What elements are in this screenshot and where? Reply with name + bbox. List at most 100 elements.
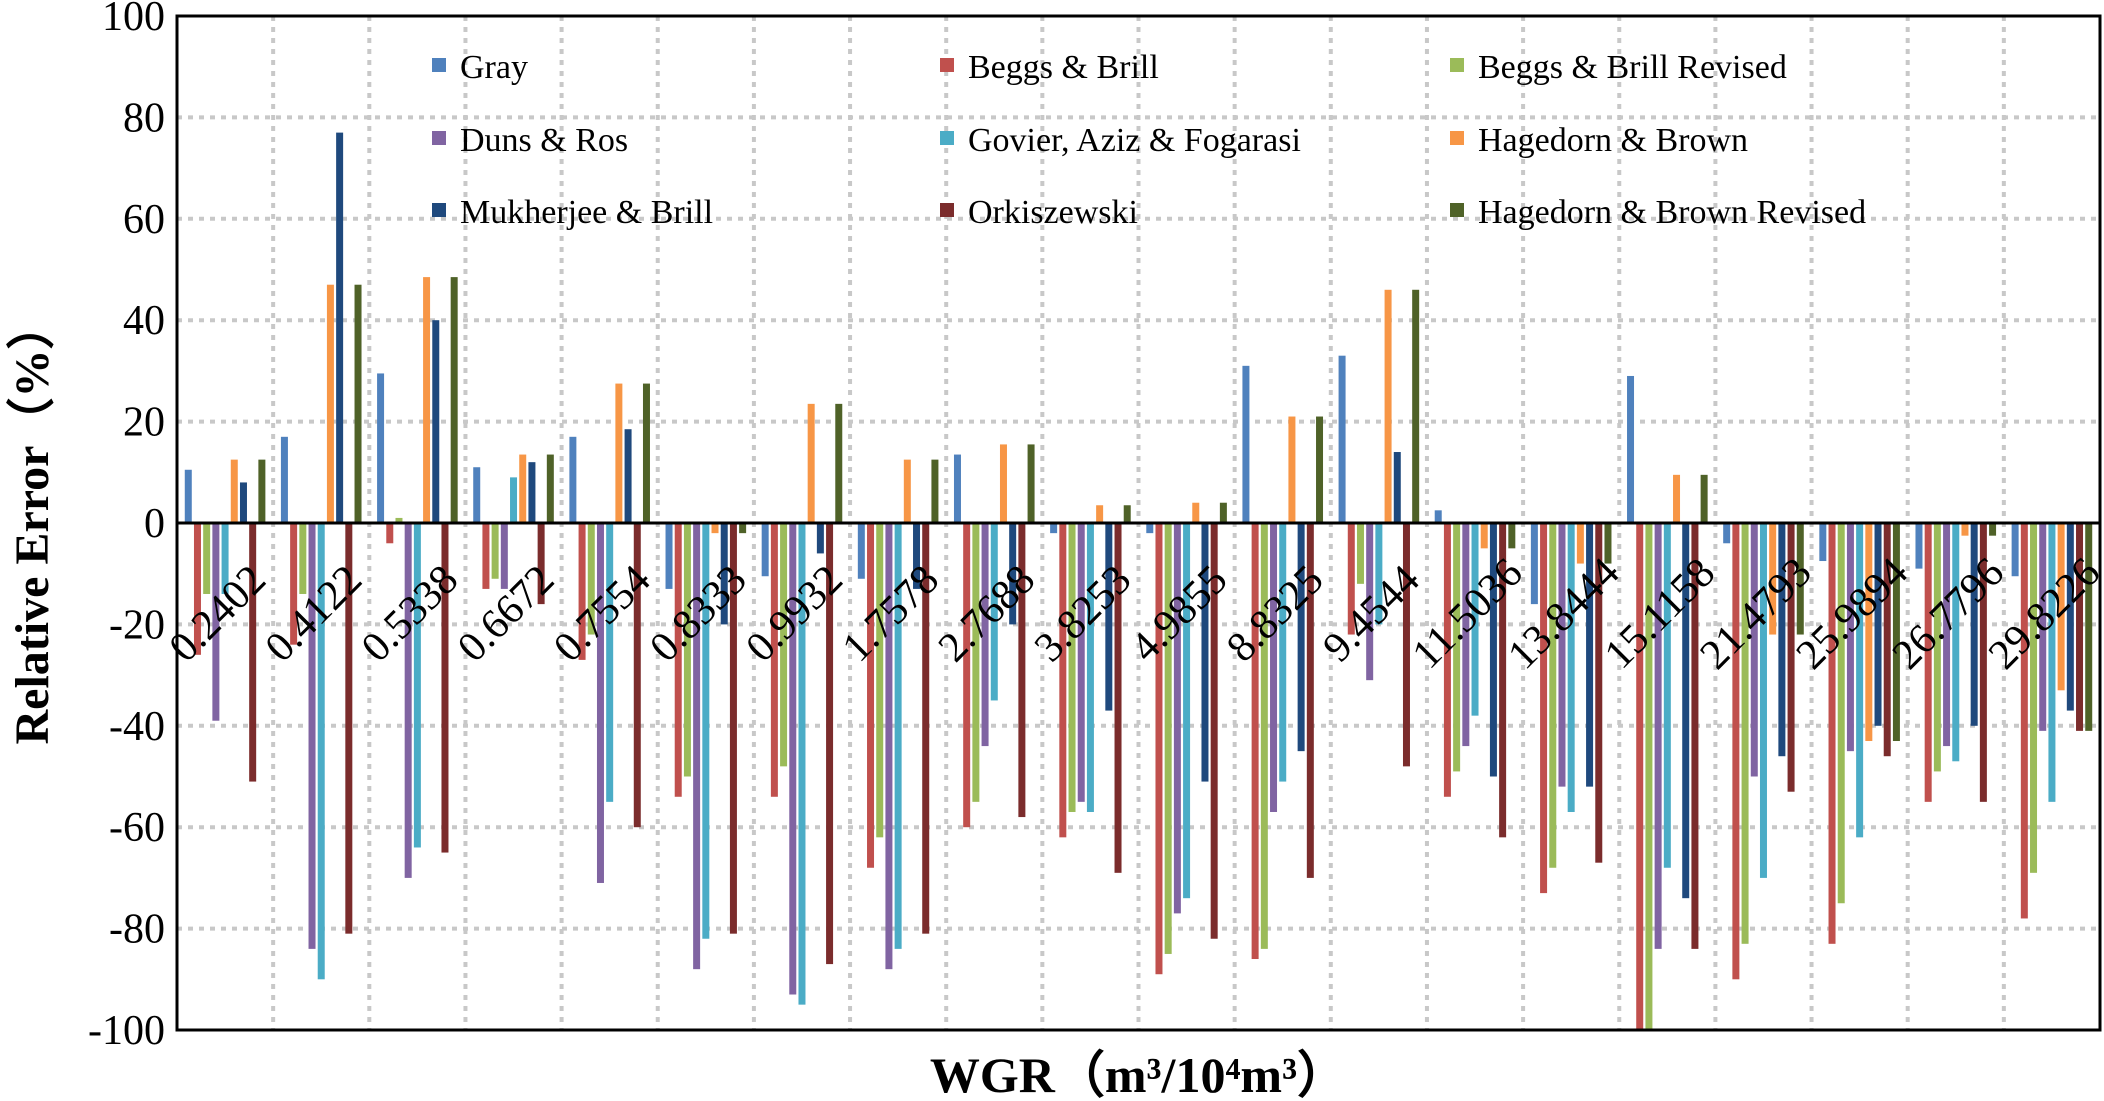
bar bbox=[1961, 523, 1969, 536]
bar bbox=[1059, 523, 1067, 838]
bar bbox=[1874, 523, 1882, 726]
bar bbox=[1915, 523, 1923, 569]
bar bbox=[1549, 523, 1557, 868]
bar bbox=[326, 284, 334, 523]
bar bbox=[615, 383, 623, 523]
bar bbox=[596, 523, 604, 883]
bar bbox=[624, 429, 632, 523]
bar bbox=[1645, 523, 1653, 1030]
bar bbox=[1970, 523, 1978, 726]
bar bbox=[1306, 523, 1314, 878]
legend-swatch bbox=[432, 58, 446, 72]
bar bbox=[807, 403, 815, 523]
bar bbox=[1595, 523, 1603, 863]
legend-label: Gray bbox=[460, 49, 528, 86]
bar bbox=[642, 383, 650, 523]
bar bbox=[876, 523, 884, 838]
bar bbox=[1846, 523, 1854, 752]
bar bbox=[1979, 523, 1987, 802]
bar bbox=[395, 517, 403, 523]
bar bbox=[2085, 523, 2093, 731]
bar bbox=[2039, 523, 2047, 731]
bar bbox=[1819, 523, 1827, 562]
bar bbox=[2048, 523, 2056, 802]
bar bbox=[931, 459, 939, 523]
y-tick-label: -60 bbox=[109, 805, 165, 851]
bar bbox=[1018, 523, 1026, 818]
bar bbox=[1865, 523, 1873, 742]
legend: Gray Beggs & Brill Beggs & Brill Revised Du… bbox=[432, 49, 1866, 231]
bar bbox=[450, 277, 458, 523]
legend-label: Duns & Ros bbox=[460, 122, 628, 159]
legend-swatch bbox=[1450, 131, 1464, 145]
bar bbox=[1288, 416, 1296, 523]
bar bbox=[1732, 523, 1740, 980]
bar bbox=[290, 523, 298, 645]
bar bbox=[432, 320, 440, 523]
bar bbox=[1741, 523, 1749, 944]
bar bbox=[1279, 523, 1287, 782]
bar bbox=[1155, 523, 1163, 975]
bar bbox=[519, 454, 527, 523]
bar bbox=[922, 523, 930, 934]
bar bbox=[546, 454, 554, 523]
bar bbox=[473, 467, 481, 523]
bar bbox=[1068, 523, 1076, 812]
bar bbox=[1989, 523, 1997, 536]
bar bbox=[1050, 523, 1058, 534]
bar bbox=[1123, 505, 1131, 523]
bar bbox=[1114, 523, 1122, 873]
bar bbox=[1540, 523, 1548, 894]
bar bbox=[404, 523, 412, 878]
bar bbox=[999, 444, 1007, 523]
y-tick-label: 20 bbox=[123, 400, 165, 446]
bar bbox=[587, 523, 595, 635]
bar bbox=[1219, 502, 1227, 523]
legend-label: Mukherjee & Brill bbox=[460, 194, 713, 231]
bar bbox=[230, 459, 238, 523]
bar bbox=[1856, 523, 1864, 838]
legend-label: Beggs & Brill Revised bbox=[1478, 49, 1787, 86]
bar bbox=[2030, 523, 2038, 873]
bar bbox=[1251, 523, 1259, 960]
bar bbox=[354, 284, 362, 523]
bar bbox=[1347, 523, 1355, 635]
bar bbox=[1338, 355, 1346, 523]
bar bbox=[1443, 523, 1451, 797]
bar bbox=[1297, 523, 1305, 752]
bar bbox=[2076, 523, 2084, 731]
bar bbox=[413, 523, 421, 848]
bar bbox=[299, 523, 307, 594]
legend-swatch bbox=[1450, 58, 1464, 72]
bar bbox=[798, 523, 806, 1005]
bar bbox=[1558, 523, 1566, 787]
bar bbox=[1586, 523, 1594, 787]
bar bbox=[1924, 523, 1932, 802]
bar bbox=[1192, 502, 1200, 523]
bar bbox=[1201, 523, 1209, 782]
bar bbox=[2020, 523, 2028, 919]
bar bbox=[1242, 365, 1250, 523]
bar bbox=[835, 403, 843, 523]
plot-area-border bbox=[175, 14, 2102, 1032]
bar bbox=[221, 523, 229, 594]
legend-label: Orkiszewski bbox=[968, 194, 1138, 231]
bar bbox=[1210, 523, 1218, 939]
bar bbox=[1077, 523, 1085, 802]
bar bbox=[1412, 289, 1420, 523]
bar bbox=[1375, 523, 1383, 625]
bar bbox=[500, 523, 508, 589]
bar bbox=[569, 436, 577, 523]
bar bbox=[249, 523, 257, 782]
bar bbox=[2057, 523, 2065, 691]
bar bbox=[2011, 523, 2019, 577]
y-tick-label: 80 bbox=[123, 95, 165, 141]
bar bbox=[528, 462, 536, 523]
bar bbox=[674, 523, 682, 797]
bar bbox=[203, 523, 211, 594]
bar bbox=[1837, 523, 1845, 904]
bar bbox=[1480, 523, 1488, 549]
y-tick-label: 0 bbox=[144, 501, 165, 547]
bar bbox=[1402, 523, 1410, 767]
